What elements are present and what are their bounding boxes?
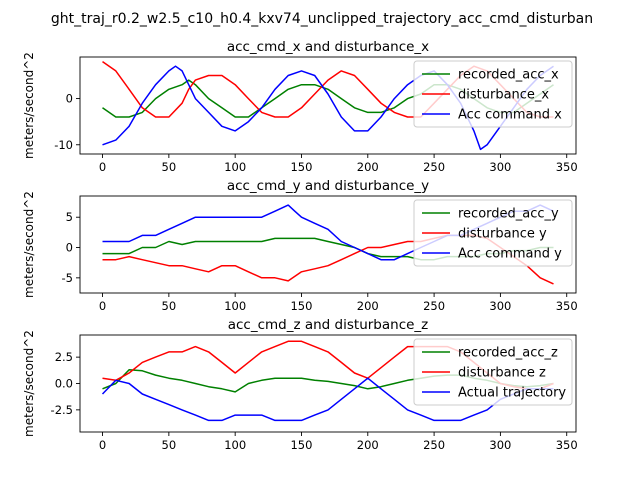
x-tick-label: 150 [290, 299, 312, 313]
x-tick-label: 0 [99, 299, 106, 313]
x-tick-label: 200 [357, 438, 379, 452]
x-tick-label: 350 [556, 299, 578, 313]
legend-label: disturbance z [458, 366, 546, 381]
y-axis-label: meters/second^2 [22, 330, 36, 437]
x-tick-label: 50 [162, 438, 177, 452]
x-tick-label: 250 [423, 438, 445, 452]
legend: recorded_acc_y disturbance y Acc command y [413, 199, 573, 267]
subplot-title: acc_cmd_y and disturbance_y [227, 178, 429, 194]
figure-suptitle: ght_traj_r0.2_w2.5_c10_h0.4_kxv74_unclip… [51, 11, 593, 27]
x-tick-label: 150 [290, 160, 312, 174]
legend-label: Actual trajectory [458, 386, 566, 401]
subplot-3: acc_cmd_z and disturbance_z meters/second… [22, 317, 578, 452]
series-line-3 [102, 65, 554, 151]
legend-label: recorded_acc_x [458, 68, 559, 83]
x-tick-label: 100 [224, 160, 246, 174]
legend-label: Acc command x [458, 108, 562, 123]
x-tick-label: 100 [224, 299, 246, 313]
y-axis-label: meters/second^2 [22, 191, 36, 298]
y-axis-label: meters/second^2 [22, 52, 36, 159]
legend-label: recorded_acc_y [458, 207, 559, 222]
x-tick-label: 300 [489, 299, 511, 313]
y-tick-label: 0.0 [55, 377, 73, 391]
y-tick-label: 2.5 [55, 350, 73, 364]
x-tick-label: 200 [357, 160, 379, 174]
y-tick-label: 0 [66, 92, 73, 106]
x-tick-label: 150 [290, 438, 312, 452]
legend-label: Acc command y [458, 247, 562, 262]
x-tick-label: 250 [423, 160, 445, 174]
subplot-1: acc_cmd_x and disturbance_x meters/second… [22, 39, 578, 174]
subplot-title: acc_cmd_z and disturbance_z [228, 317, 429, 333]
x-tick-label: 250 [423, 299, 445, 313]
x-tick-label: 300 [489, 160, 511, 174]
legend: recorded_acc_z disturbance z Actual trajec… [413, 338, 573, 406]
y-tick-label: -2.5 [51, 403, 73, 417]
legend: recorded_acc_x disturbance_x Acc command x [413, 60, 573, 128]
legend-label: disturbance_x [458, 88, 549, 103]
x-tick-label: 50 [162, 299, 177, 313]
legend-label: recorded_acc_z [458, 346, 558, 361]
legend-box [413, 199, 573, 267]
y-tick-label: -10 [54, 138, 73, 152]
x-tick-label: 0 [99, 160, 106, 174]
x-tick-label: 50 [162, 160, 177, 174]
x-tick-label: 300 [489, 438, 511, 452]
series-line-3 [101, 377, 554, 422]
subplot-2: acc_cmd_y and disturbance_y meters/second… [22, 178, 578, 313]
x-tick-label: 100 [224, 438, 246, 452]
y-tick-label: 0 [66, 241, 73, 255]
x-tick-label: 350 [556, 438, 578, 452]
plot-frame [79, 195, 577, 294]
legend-box [413, 60, 573, 128]
subplots: acc_cmd_x and disturbance_x meters/second… [22, 39, 578, 452]
plot-frame [79, 56, 577, 155]
y-tick-label: 5 [66, 210, 73, 224]
y-tick-label: -5 [62, 271, 73, 285]
x-tick-label: 350 [556, 160, 578, 174]
legend-label: disturbance y [458, 227, 547, 242]
legend-box [413, 338, 573, 406]
x-tick-label: 0 [99, 438, 106, 452]
x-tick-label: 200 [357, 299, 379, 313]
subplot-title: acc_cmd_x and disturbance_x [227, 39, 429, 55]
